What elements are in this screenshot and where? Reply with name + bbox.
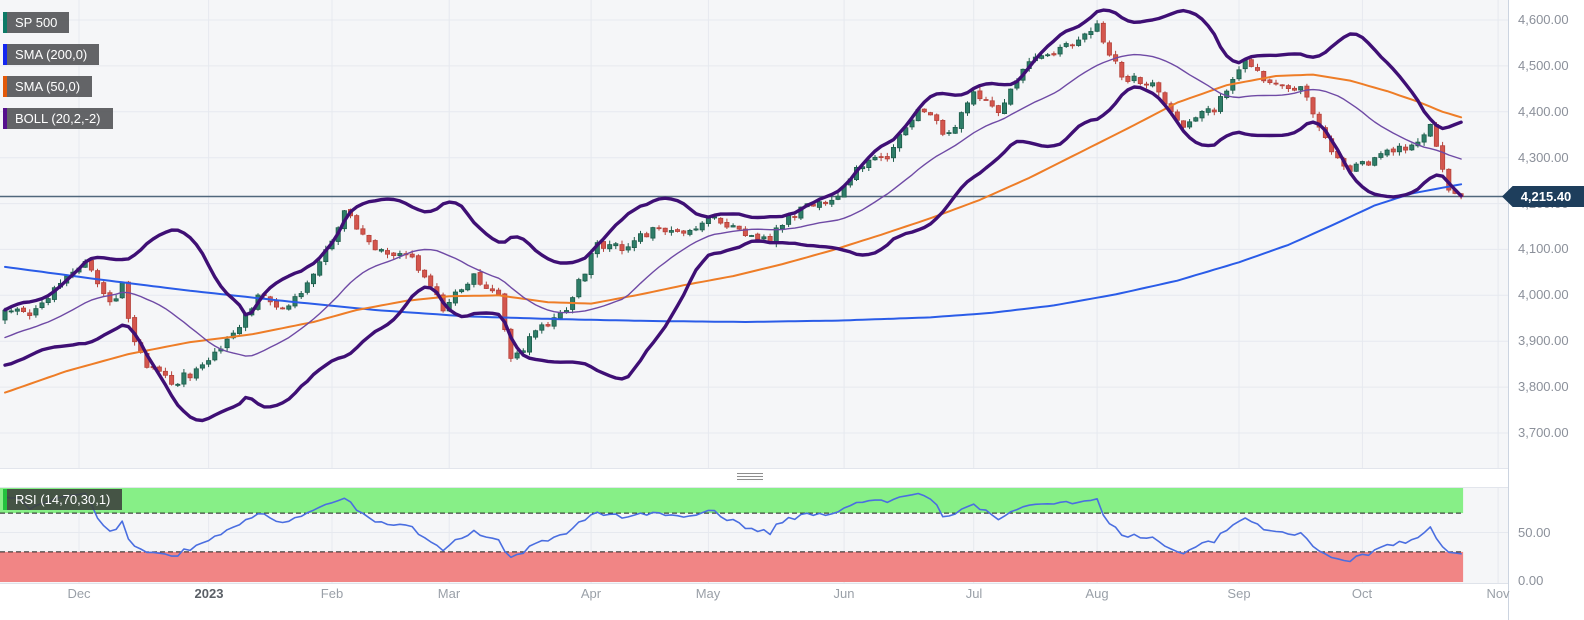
- boll-upper-line: [3, 8, 1463, 317]
- legend-item-sma200-color-bar: [3, 44, 7, 65]
- time-label-mar: Mar: [437, 586, 461, 601]
- legend-item-sp500-color-bar: [3, 12, 7, 33]
- time-axis[interactable]: [0, 583, 1508, 620]
- price-tick-4100: 4,100.00: [1518, 241, 1569, 256]
- price-panel[interactable]: [0, 8, 1508, 423]
- panel-divider: [0, 468, 1508, 488]
- legend-item-sp500[interactable]: SP 500: [3, 12, 70, 33]
- price-tick-4300: 4,300.00: [1518, 150, 1569, 165]
- legend-item-boll-label: BOLL (20,2,-2): [15, 111, 101, 126]
- legend-item-sma50-label: SMA (50,0): [15, 79, 81, 94]
- rsi-tick-0: 0.00: [1518, 573, 1544, 588]
- legend-item-boll[interactable]: BOLL (20,2,-2): [3, 108, 113, 129]
- legend-item-rsi-label: RSI (14,70,30,1): [15, 492, 111, 507]
- legend-item-rsi-color-bar: [3, 489, 7, 510]
- time-label-nov: Nov: [1486, 586, 1510, 601]
- legend-item-rsi[interactable]: RSI (14,70,30,1): [3, 489, 123, 510]
- price-tick-4600: 4,600.00: [1518, 12, 1569, 27]
- time-label-jul: Jul: [965, 586, 983, 601]
- sma50-line: [4, 73, 1463, 394]
- rsi-legend: RSI (14,70,30,1): [3, 489, 123, 510]
- time-label-apr: Apr: [580, 586, 602, 601]
- price-tick-4500: 4,500.00: [1518, 58, 1569, 73]
- boll-lower-line: [3, 85, 1463, 423]
- price-tick-4000: 4,000.00: [1518, 287, 1569, 302]
- rsi-overbought-band: [0, 484, 1464, 514]
- price-axis[interactable]: [1508, 0, 1584, 620]
- legend-item-sma50[interactable]: SMA (50,0): [3, 76, 93, 97]
- price-tick-3900: 3,900.00: [1518, 333, 1569, 348]
- time-label-aug: Aug: [1085, 586, 1109, 601]
- time-label-jun: Jun: [833, 586, 855, 601]
- legend-item-boll-color-bar: [3, 108, 7, 129]
- price-tick-4400: 4,400.00: [1518, 104, 1569, 119]
- panel-resize-handle[interactable]: [737, 473, 763, 482]
- rsi-line: [4, 492, 1462, 563]
- price-tick-3800: 3,800.00: [1518, 379, 1569, 394]
- sma200-line: [4, 183, 1463, 323]
- boll-mid-line: [4, 53, 1462, 357]
- price-tick-3700: 3,700.00: [1518, 425, 1569, 440]
- time-label-may: May: [695, 586, 721, 601]
- last-price-tag: 4,215.40: [1502, 186, 1584, 207]
- rsi-panel[interactable]: [0, 484, 1464, 582]
- time-label-sep: Sep: [1227, 586, 1251, 601]
- legend-item-sma50-color-bar: [3, 76, 7, 97]
- time-label-feb: Feb: [320, 586, 344, 601]
- legend-item-sp500-label: SP 500: [15, 15, 58, 30]
- time-label-dec: Dec: [67, 586, 91, 601]
- time-label-oct: Oct: [1351, 586, 1373, 601]
- indicator-legend: SP 500 SMA (200,0) SMA (50,0) BOLL (20,2,-2…: [3, 12, 113, 140]
- legend-item-sma200-label: SMA (200,0): [15, 47, 88, 62]
- last-price-value: 4,215.40: [1520, 189, 1572, 204]
- time-label-2023: 2023: [194, 586, 224, 601]
- rsi-oversold-band: [0, 551, 1464, 582]
- legend-item-sma200[interactable]: SMA (200,0): [3, 44, 100, 65]
- rsi-tick-50: 50.00: [1518, 525, 1551, 540]
